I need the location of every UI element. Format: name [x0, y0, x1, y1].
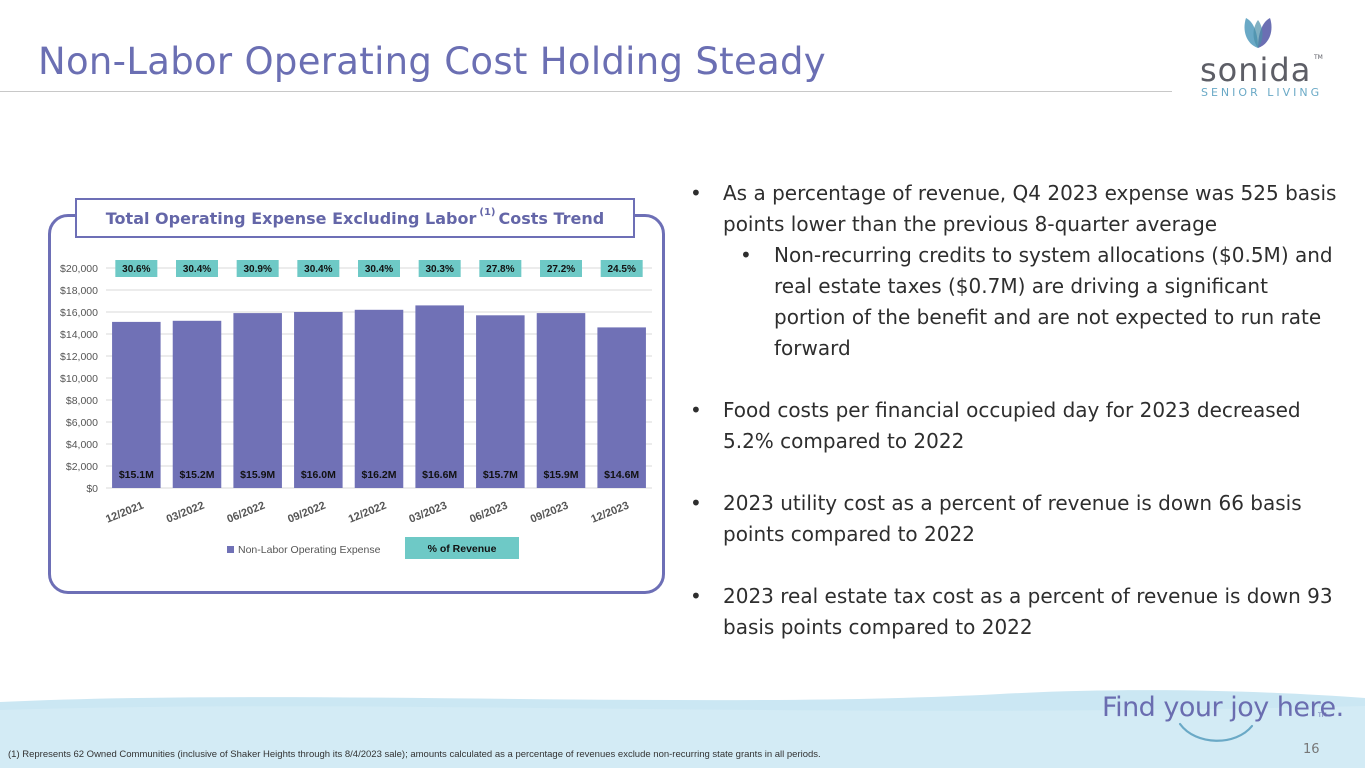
- percent-label: 27.2%: [547, 264, 575, 275]
- percent-label: 30.6%: [122, 264, 150, 275]
- percent-label-bg: [115, 260, 158, 277]
- y-tick-label: $14,000: [60, 329, 98, 341]
- x-tick-label: 12/2022: [347, 500, 388, 526]
- legend-swatch-expense: [227, 546, 234, 553]
- footer-wave: [0, 690, 1365, 768]
- value-label-bg: [538, 466, 584, 482]
- y-tick-label: $18,000: [60, 285, 98, 297]
- bullet-item: Food costs per financial occupied day fo…: [690, 395, 1340, 457]
- value-label-bg: [356, 466, 402, 482]
- value-label-bg: [477, 466, 524, 482]
- slide-title: Non-Labor Operating Cost Holding Steady: [38, 40, 826, 83]
- y-tick-label: $12,000: [60, 351, 98, 363]
- y-tick-label: $10,000: [60, 373, 98, 385]
- percent-label: 30.9%: [243, 264, 271, 275]
- chart-title-prefix: Total Operating Expense Excluding Labor: [105, 208, 477, 228]
- x-tick-label: 03/2022: [165, 500, 206, 526]
- percent-label-bg: [297, 260, 340, 277]
- legend-label-expense: Non-Labor Operating Expense: [238, 544, 381, 556]
- percent-label-bg: [418, 260, 461, 277]
- percent-label: 30.4%: [304, 264, 332, 275]
- value-label: $16.6M: [422, 469, 457, 481]
- y-tick-label: $4,000: [66, 439, 98, 451]
- value-label-bg: [234, 466, 281, 482]
- percent-label-bg: [176, 260, 218, 277]
- value-label: $16.2M: [361, 469, 396, 481]
- percent-label: 30.3%: [425, 264, 453, 275]
- bar: [536, 313, 586, 488]
- y-tick-label: $6,000: [66, 417, 98, 429]
- percent-label: 30.4%: [183, 264, 211, 275]
- bar: [233, 313, 282, 488]
- sub-bullet-item: Non-recurring credits to system allocati…: [740, 240, 1340, 364]
- value-label-bg: [174, 466, 220, 482]
- y-tick-label: $16,000: [60, 307, 98, 319]
- smile-icon: [1178, 722, 1254, 742]
- bar: [112, 321, 161, 488]
- bar: [294, 312, 343, 488]
- value-label: $15.2M: [179, 469, 214, 481]
- percent-label-bg: [358, 260, 400, 277]
- title-divider: [0, 91, 1172, 92]
- y-tick-label: $8,000: [66, 395, 98, 407]
- sonida-logo: sonida TM SENIOR LIVING: [1188, 14, 1338, 104]
- bullet-item: 2023 utility cost as a percent of revenu…: [690, 488, 1340, 550]
- x-tick-label: 09/2023: [529, 500, 570, 526]
- x-tick-label: 03/2023: [407, 500, 448, 526]
- x-tick-label: 12/2021: [104, 500, 145, 526]
- chart-title-footnote-mark: (1): [479, 206, 496, 218]
- butterfly-logo-icon: [1244, 18, 1272, 48]
- value-label: $14.6M: [604, 469, 639, 481]
- value-label-bg: [295, 466, 342, 482]
- x-tick-label: 12/2023: [589, 500, 630, 526]
- bullet-item: 2023 real estate tax cost as a percent o…: [690, 581, 1340, 643]
- x-tick-label: 06/2022: [225, 500, 266, 526]
- x-tick-label: 09/2022: [286, 500, 327, 526]
- bar-chart: $0 $2,000 $4,000 $6,000 $8,000 $10,000 $12,000…: [60, 260, 652, 559]
- chart-title: Total Operating Expense Excluding Labor …: [75, 198, 635, 238]
- value-label-bg: [416, 466, 463, 482]
- percent-label: 27.8%: [486, 264, 514, 275]
- bar: [476, 315, 525, 488]
- value-label: $16.0M: [301, 469, 336, 481]
- logo-wordmark: sonida: [1200, 51, 1312, 89]
- percent-label-bg: [540, 260, 582, 277]
- bullet-item: As a percentage of revenue, Q4 2023 expe…: [690, 178, 1340, 240]
- bar: [415, 305, 464, 488]
- percent-label-bg: [236, 260, 279, 277]
- value-label: $15.1M: [119, 469, 154, 481]
- tagline-trademark: TM: [1318, 712, 1327, 719]
- percent-label-bg: [600, 260, 643, 277]
- page-number: 16: [1303, 742, 1320, 757]
- legend-swatch-percent: [405, 537, 519, 559]
- y-tick-label: $0: [86, 483, 98, 495]
- y-tick-label: $2,000: [66, 461, 98, 473]
- percent-label-bg: [479, 260, 522, 277]
- bar: [597, 327, 646, 488]
- value-label: $15.7M: [483, 469, 518, 481]
- value-label: $15.9M: [543, 469, 578, 481]
- percent-label: 24.5%: [607, 264, 635, 275]
- footnote: (1) Represents 62 Owned Communities (inc…: [8, 749, 821, 760]
- legend-label-percent: % of Revenue: [428, 543, 497, 555]
- y-tick-label: $20,000: [60, 263, 98, 275]
- chart-title-suffix: Costs Trend: [498, 208, 605, 228]
- value-label-bg: [598, 466, 645, 482]
- percent-label: 30.4%: [365, 264, 393, 275]
- bar: [354, 309, 404, 488]
- tagline: Find your joy here.: [1102, 692, 1344, 723]
- logo-trademark: TM: [1314, 54, 1323, 61]
- value-label: $15.9M: [240, 469, 275, 481]
- bar: [172, 320, 222, 488]
- x-tick-label: 06/2023: [468, 500, 509, 526]
- logo-subtitle: SENIOR LIVING: [1201, 86, 1323, 99]
- value-label-bg: [113, 466, 160, 482]
- bullet-list: As a percentage of revenue, Q4 2023 expe…: [690, 178, 1340, 643]
